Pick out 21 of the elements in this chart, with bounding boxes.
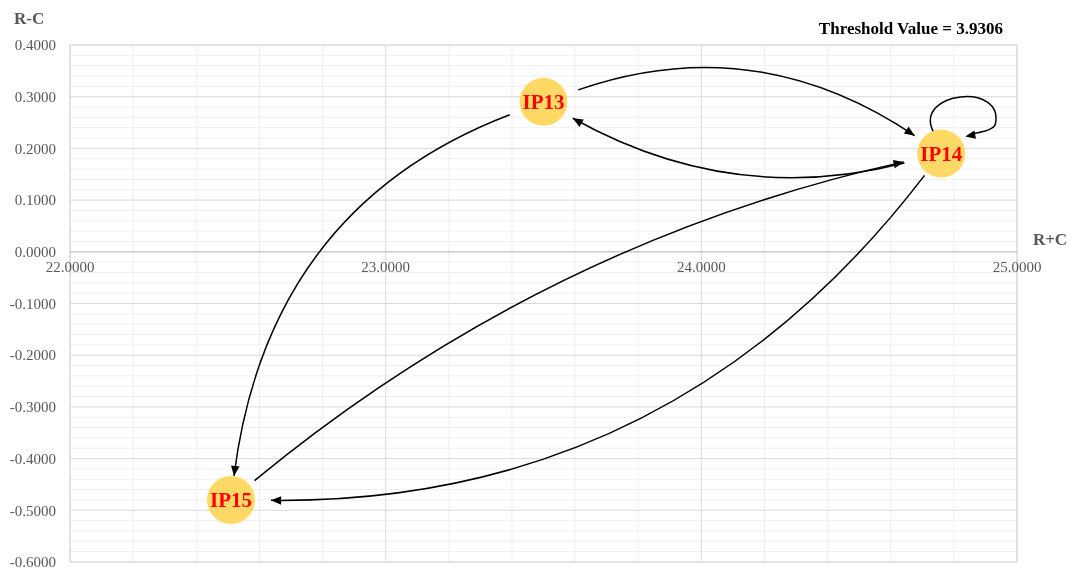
annotation: IP13 — [522, 90, 565, 115]
y-tick-label: 0.2000 — [14, 140, 56, 157]
y-tick-label: -0.5000 — [9, 502, 56, 519]
x-tick-label: 25.0000 — [992, 258, 1042, 275]
y-axis-title: R-C — [14, 9, 45, 28]
y-tick-label: 0.4000 — [14, 37, 56, 54]
x-tick-label: 24.0000 — [676, 258, 726, 275]
x-tick-label: 23.0000 — [361, 258, 411, 275]
annotation: IP14 — [920, 141, 963, 166]
y-tick-label: -0.6000 — [9, 554, 56, 571]
annotation: IP15 — [209, 488, 252, 513]
chart-title: Threshold Value = 3.9306 — [818, 19, 1003, 38]
y-tick-label: -0.4000 — [9, 450, 56, 467]
y-tick-label: 0.3000 — [14, 88, 56, 105]
x-axis-title: R+C — [1032, 229, 1068, 249]
y-tick-label: -0.3000 — [9, 399, 56, 416]
y-tick-label: 0.1000 — [14, 192, 56, 209]
y-tick-label: -0.2000 — [9, 347, 56, 364]
x-tick-label: 22.0000 — [45, 258, 95, 275]
y-tick-label: -0.1000 — [9, 295, 56, 312]
y-tick-label: 0.0000 — [14, 244, 56, 261]
